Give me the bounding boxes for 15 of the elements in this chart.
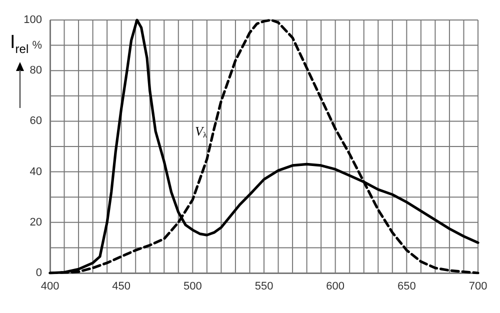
x-tick-label: 700 bbox=[468, 280, 488, 292]
x-tick-label: 400 bbox=[40, 280, 60, 292]
x-tick-label: 600 bbox=[326, 280, 345, 292]
y-tick-label: 0 bbox=[36, 267, 42, 279]
x-tick-label: 450 bbox=[112, 280, 131, 292]
x-tick-label: 500 bbox=[183, 280, 202, 292]
y-axis-title: I$_{rel}$ bbox=[10, 32, 29, 56]
y-tick-label: 60 bbox=[30, 115, 42, 128]
x-tick-label: 650 bbox=[397, 280, 416, 292]
y-tick-label: 100 bbox=[24, 14, 42, 26]
y-tick-label: % bbox=[32, 39, 42, 52]
y-tick-label: 40 bbox=[30, 166, 42, 178]
y-tick-label: 80 bbox=[30, 64, 42, 77]
y-tick-label: 20 bbox=[30, 216, 42, 228]
x-tick-label: 550 bbox=[254, 280, 274, 292]
